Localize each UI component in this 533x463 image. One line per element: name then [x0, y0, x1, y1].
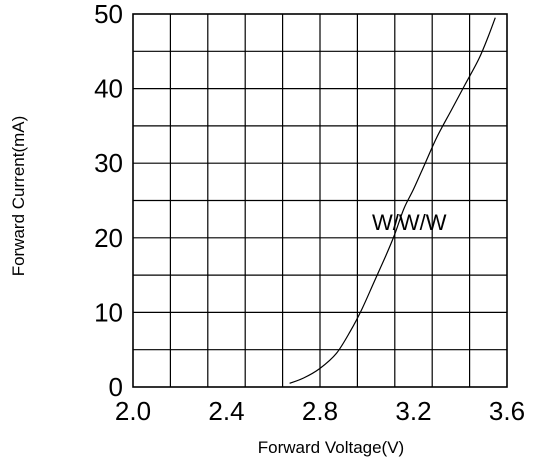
y-tick-label: 50 — [94, 0, 123, 29]
x-tick-label: 2.4 — [208, 396, 244, 426]
series-layer — [289, 17, 496, 384]
x-tick-label: 2.0 — [115, 396, 151, 426]
x-tick-label: 2.8 — [302, 396, 338, 426]
series-label: W/W/W — [372, 210, 447, 235]
y-tick-label: 20 — [94, 223, 123, 253]
y-axis-ticks: 0 10 20 30 40 50 — [94, 0, 123, 402]
grid — [133, 14, 507, 387]
x-tick-label: 3.2 — [395, 396, 431, 426]
y-tick-label: 0 — [109, 372, 123, 402]
x-tick-label: 3.6 — [489, 396, 525, 426]
series-line-www — [289, 17, 496, 384]
x-axis-ticks: 2.0 2.4 2.8 3.2 3.6 — [115, 396, 525, 426]
y-axis-label: Forward Current(mA) — [9, 116, 28, 277]
y-tick-label: 10 — [94, 297, 123, 327]
y-tick-label: 40 — [94, 74, 123, 104]
plot-frame — [132, 13, 508, 388]
plot-border — [132, 13, 508, 388]
x-axis-label: Forward Voltage(V) — [258, 438, 404, 457]
y-tick-label: 30 — [94, 148, 123, 178]
